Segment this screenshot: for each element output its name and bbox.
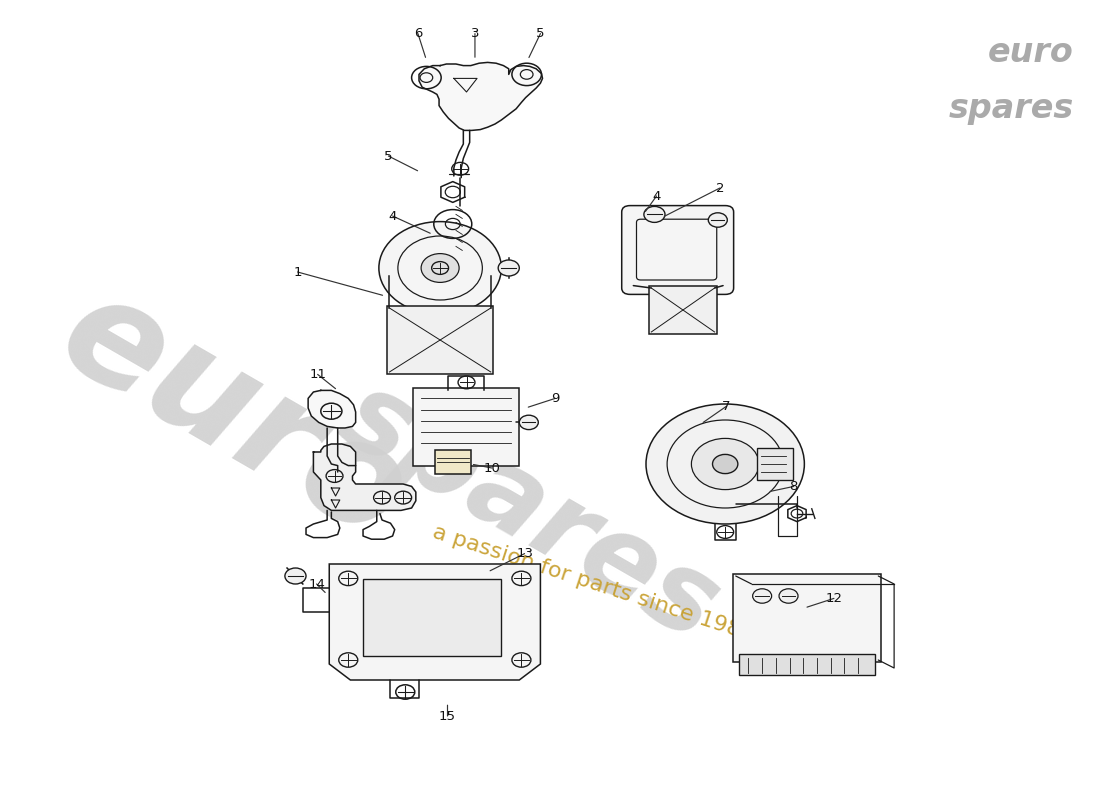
- Text: 6: 6: [414, 27, 422, 40]
- Text: spares: spares: [948, 92, 1074, 125]
- Circle shape: [779, 589, 798, 603]
- FancyBboxPatch shape: [621, 206, 734, 294]
- Text: 12: 12: [825, 592, 843, 605]
- Text: 4: 4: [388, 210, 397, 222]
- Text: 3: 3: [471, 27, 480, 40]
- FancyBboxPatch shape: [412, 388, 519, 466]
- Text: 10: 10: [483, 462, 500, 474]
- Circle shape: [646, 404, 804, 524]
- FancyBboxPatch shape: [387, 306, 493, 374]
- Polygon shape: [308, 390, 355, 428]
- FancyBboxPatch shape: [649, 286, 717, 334]
- Circle shape: [285, 568, 306, 584]
- Circle shape: [498, 260, 519, 276]
- Text: 5: 5: [384, 150, 393, 162]
- Text: 13: 13: [516, 547, 534, 560]
- Circle shape: [692, 438, 759, 490]
- Text: 14: 14: [308, 578, 324, 590]
- Text: 8: 8: [790, 480, 798, 493]
- Circle shape: [421, 254, 459, 282]
- FancyBboxPatch shape: [739, 654, 876, 675]
- Circle shape: [378, 222, 502, 314]
- Circle shape: [644, 206, 666, 222]
- Text: 1: 1: [294, 266, 301, 278]
- Polygon shape: [419, 62, 542, 130]
- Circle shape: [519, 415, 538, 430]
- FancyBboxPatch shape: [733, 574, 881, 662]
- Text: 2: 2: [716, 182, 724, 194]
- Text: spares: spares: [322, 362, 737, 662]
- Text: 5: 5: [536, 27, 544, 40]
- Text: 7: 7: [722, 400, 730, 413]
- FancyBboxPatch shape: [363, 579, 502, 656]
- Circle shape: [713, 454, 738, 474]
- Polygon shape: [329, 564, 540, 680]
- Text: euro: euro: [988, 36, 1074, 69]
- Text: 11: 11: [309, 368, 326, 381]
- Text: euro: euro: [36, 261, 432, 571]
- Circle shape: [708, 213, 727, 227]
- FancyBboxPatch shape: [757, 448, 793, 480]
- Text: 9: 9: [551, 392, 560, 405]
- Text: 4: 4: [652, 190, 661, 202]
- Circle shape: [752, 589, 771, 603]
- Text: 15: 15: [439, 710, 456, 722]
- FancyBboxPatch shape: [434, 450, 471, 474]
- Polygon shape: [314, 444, 416, 510]
- Text: a passion for parts since 1985: a passion for parts since 1985: [430, 522, 757, 646]
